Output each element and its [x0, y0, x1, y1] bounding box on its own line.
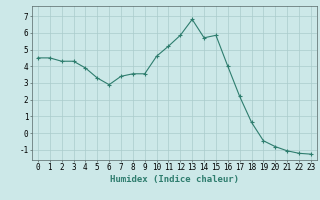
X-axis label: Humidex (Indice chaleur): Humidex (Indice chaleur)	[110, 175, 239, 184]
